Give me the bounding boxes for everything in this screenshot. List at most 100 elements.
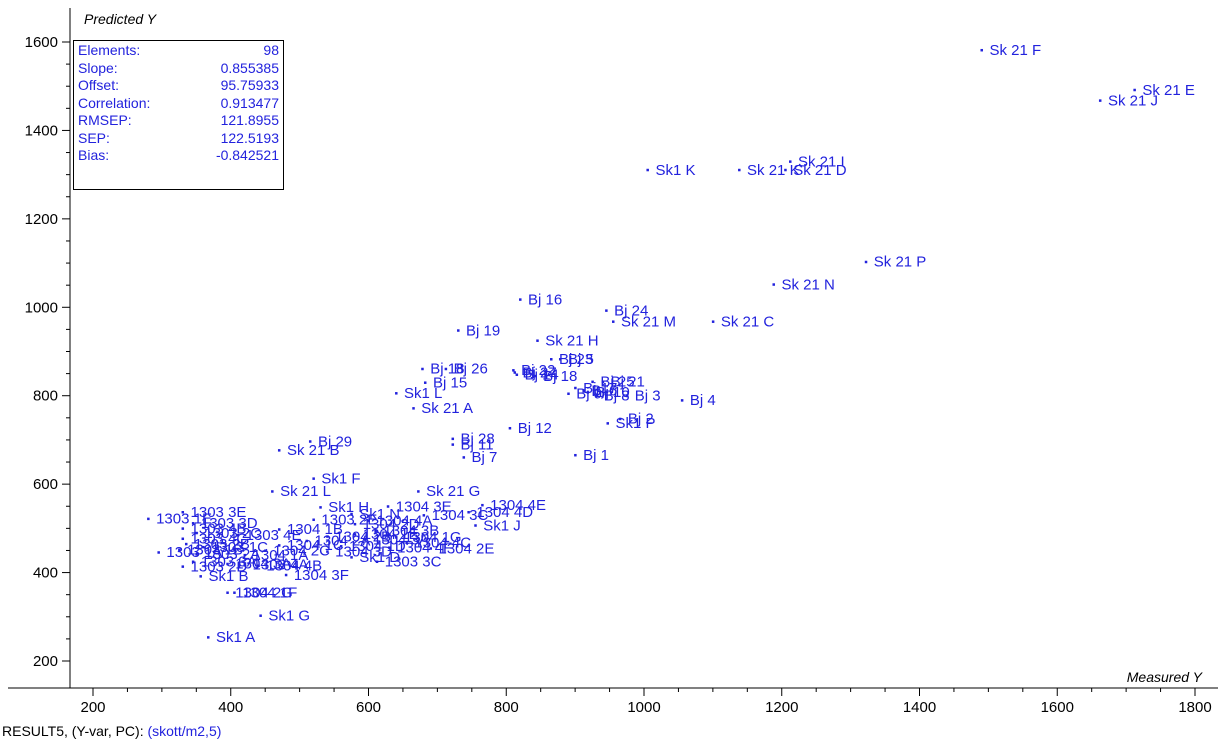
data-point [606,422,609,425]
point-label: 1304 4B [266,557,322,574]
point-label: Bj 15 [433,374,467,391]
data-point [612,320,615,323]
data-point [457,329,460,332]
point-label: 1303 1C [211,539,268,556]
data-point [421,367,424,371]
point-label: 1303 1B [187,542,243,559]
axes [8,8,1218,689]
data-point [519,298,522,301]
point-label: 1303 1A [166,544,222,561]
point-label: Bj 23 [559,351,593,368]
point-label: 1304 1C [287,537,344,554]
data-point [582,389,585,392]
point-label: Bj 14 [525,366,559,383]
data-point [271,490,274,493]
point-label: 1303 2A [204,546,260,563]
data-point [308,440,312,443]
data-point [388,546,391,549]
data-point [429,547,432,550]
stat-value: 0.913477 [220,94,279,111]
point-label: Sk1 G [268,607,310,624]
point-label: 1304 4E [490,497,546,514]
point-label: 1304 1E [363,526,419,543]
stat-row: Elements: 98 [78,42,279,60]
data-point [181,537,185,541]
stat-label: RMSEP: [78,112,132,128]
tick-group: 200 400 600 800 1000 1200 1400 1600 1800 200 400 60… [25,34,1212,716]
point-label: 1304 2C [273,542,330,559]
point-label: 1304 4C [414,535,471,552]
point-label: 1303 4A [253,557,309,574]
data-point [601,380,605,384]
stat-label: Correlation: [78,94,151,111]
data-point [646,168,649,172]
point-label: Sk 21 I [798,153,845,170]
data-point [772,283,775,286]
data-point [605,309,608,312]
data-point [312,518,315,522]
data-point [534,374,537,378]
point-label: Sk1 H [328,499,369,516]
point-label: Sk 21 F [989,42,1041,59]
point-label: 1303 1E [156,511,212,528]
data-point [207,636,210,639]
point-label: 1304 2G [235,584,293,601]
stat-label: SEP: [78,129,110,146]
point-label: Bj 8 [604,388,630,405]
data-point [784,168,787,172]
stat-value: 98 [263,42,279,58]
stat-label: Offset: [78,77,119,93]
data-point [574,453,577,457]
point-label: 1304 4A [377,512,433,529]
point-label: Bj 24 [614,302,648,319]
data-point [423,381,427,384]
data-point [350,556,353,559]
point-label: Sk 21 J [1108,92,1158,109]
data-point [558,358,562,361]
data-point [157,551,160,554]
point-label: 1303 4E [246,527,302,544]
data-point [550,358,553,361]
point-label: 1304 2E [438,540,494,557]
data-point [417,490,420,493]
stat-label: Bias: [78,147,110,163]
data-point [462,456,466,459]
point-label: Bj 1 [583,447,609,464]
data-point [374,529,377,533]
data-point [375,560,379,564]
data-point [353,533,357,536]
point-label: Bj 9 [576,386,602,403]
data-point [326,550,329,553]
data-point [512,369,515,372]
stat-row: RMSEP: 121.8955 [78,112,279,130]
data-point [618,417,622,421]
data-point [591,380,594,384]
data-point [864,260,868,264]
data-point [980,48,983,52]
points-group: Sk 21 F Sk 21 ESk 21 J Sk1 K Sk 21 KSk 21 I… [147,42,1195,646]
data-point [625,394,629,398]
y-tick-label: 1400 [25,122,58,139]
point-label: Sk1 B [208,568,248,585]
data-point [412,407,415,410]
data-point [515,373,519,376]
stat-label: Slope: [78,59,118,76]
data-point [195,553,198,556]
data-point [195,531,198,535]
data-point [536,339,539,342]
data-point [339,545,343,548]
data-point [364,538,367,541]
point-label: 1304 3C [432,507,489,524]
data-point [181,527,185,530]
point-label: 1303 3D [201,515,258,532]
point-label: Sk1 A [216,629,255,646]
data-point [178,548,181,552]
point-label: Bj 4 [690,392,716,409]
data-point [264,549,267,552]
point-label: Sk 21 L [280,483,331,500]
data-point [184,542,188,546]
x-tick-label: 1800 [1178,699,1211,716]
point-label: 1304 1A [253,547,309,564]
data-point [259,614,262,617]
data-point [513,371,517,374]
